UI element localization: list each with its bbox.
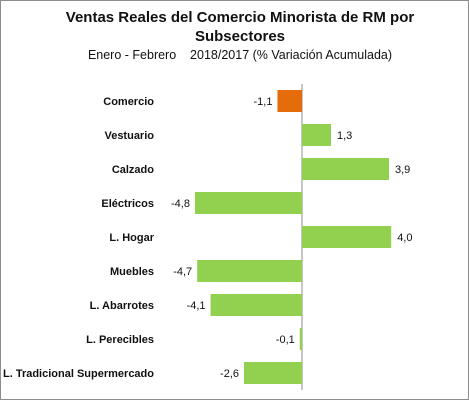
data-label: -4,7 <box>173 266 192 278</box>
data-label: -0,1 <box>276 334 295 346</box>
bar-6 <box>210 294 302 316</box>
category-label: L. Tradicional Supermercado <box>3 368 154 380</box>
bar-5 <box>197 260 302 282</box>
category-label: Calzado <box>112 164 154 176</box>
data-label: -4,8 <box>171 198 190 210</box>
data-label: 4,0 <box>397 232 412 244</box>
category-label: Eléctricos <box>101 198 154 210</box>
data-label: -2,6 <box>220 368 239 380</box>
bar-2 <box>302 158 389 180</box>
bar-7 <box>299 328 302 350</box>
bar-1 <box>302 124 331 146</box>
bar-0 <box>277 90 302 112</box>
category-label: L. Hogar <box>109 232 154 244</box>
category-label: L. Abarrotes <box>90 300 154 312</box>
data-label: -4,1 <box>187 300 206 312</box>
bar-4 <box>302 226 392 248</box>
category-label: Vestuario <box>104 130 154 142</box>
data-label: 3,9 <box>395 164 410 176</box>
bar-3 <box>194 192 302 214</box>
category-label: Muebles <box>110 266 154 278</box>
data-label: 1,3 <box>337 130 352 142</box>
bar-8 <box>244 362 302 384</box>
category-label: L. Perecibles <box>86 334 154 346</box>
data-label: -1,1 <box>254 96 273 108</box>
chart-subtitle: Enero - Febrero 2018/2017 (% Variación A… <box>87 48 393 62</box>
category-label: Comercio <box>103 96 154 108</box>
chart-title: Ventas Reales del Comercio Minorista de … <box>65 9 415 45</box>
